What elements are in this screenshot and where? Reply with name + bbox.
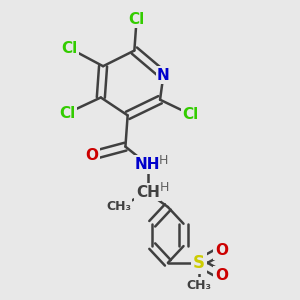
Text: Cl: Cl [61,41,78,56]
Text: N: N [157,68,170,82]
Text: Cl: Cl [59,106,75,121]
Text: H: H [160,182,169,194]
Text: H: H [159,154,168,166]
Text: O: O [85,148,98,163]
Text: O: O [215,268,228,283]
Text: O: O [215,243,228,258]
Text: S: S [193,254,205,272]
Text: CH₃: CH₃ [106,200,131,214]
Text: NH: NH [135,157,160,172]
Text: CH₃: CH₃ [187,279,212,292]
Text: CH: CH [136,185,160,200]
Text: Cl: Cl [128,12,145,27]
Text: Cl: Cl [182,107,198,122]
